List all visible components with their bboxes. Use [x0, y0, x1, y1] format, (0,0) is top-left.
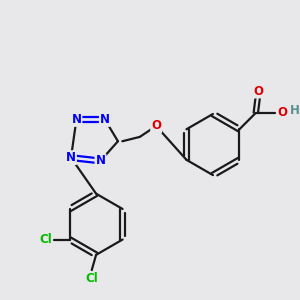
Text: N: N: [95, 154, 106, 167]
Text: Cl: Cl: [85, 272, 98, 285]
Text: O: O: [151, 119, 161, 133]
Text: O: O: [253, 85, 263, 98]
Text: H: H: [290, 104, 300, 117]
Text: O: O: [278, 106, 288, 119]
Text: Cl: Cl: [39, 233, 52, 246]
Text: N: N: [100, 113, 110, 126]
Text: N: N: [71, 113, 81, 126]
Text: N: N: [66, 151, 76, 164]
